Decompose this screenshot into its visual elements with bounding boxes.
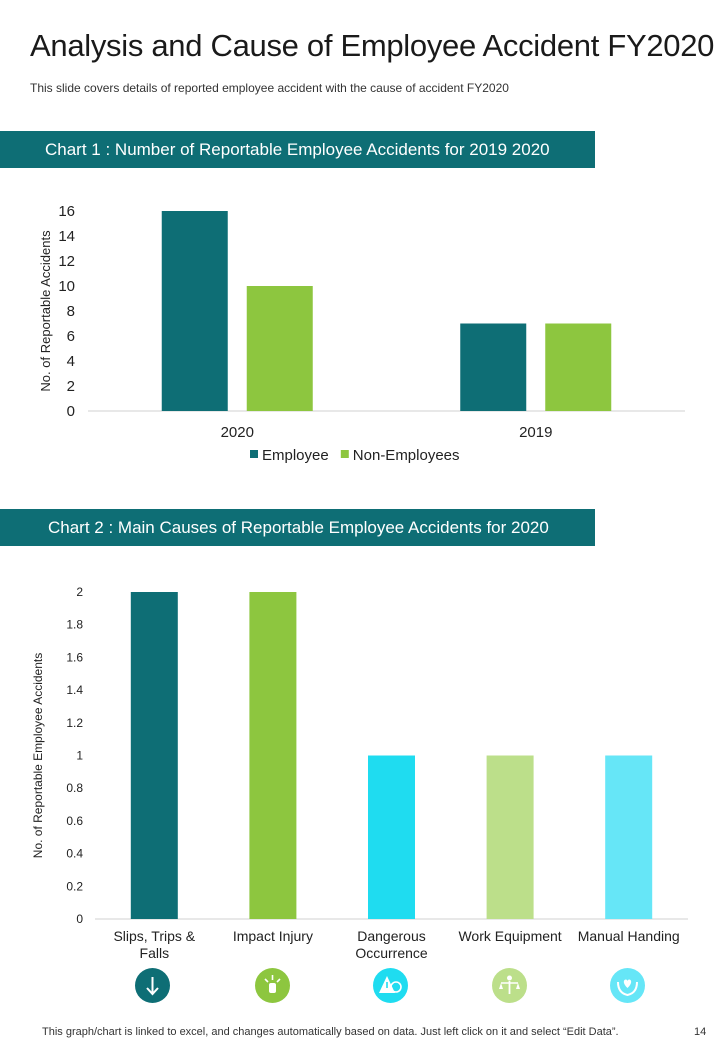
chart2: 0 0.2 0.4 0.6 0.8 1 1.2 1.4 1.6 1.8 2 No. of Report… xyxy=(31,585,688,961)
page-subtitle: This slide covers details of reported em… xyxy=(30,81,509,95)
y-tick-label: 1.6 xyxy=(66,650,83,664)
bar-employee-2019 xyxy=(460,323,527,411)
y-tick-label: 6 xyxy=(67,328,75,345)
x-tick-label: Impact Injury xyxy=(233,928,313,944)
hand-sparkle-icon xyxy=(255,968,290,1003)
y-tick-label: 2 xyxy=(76,585,83,599)
chart1: 0 2 4 6 8 10 12 14 16 No. of Reportable Accidents… xyxy=(38,203,685,464)
y-tick-label: 0.4 xyxy=(66,847,83,861)
y-tick-label: 1 xyxy=(76,749,83,763)
bar-impact-injury xyxy=(249,592,297,919)
footer-note: This graph/chart is linked to excel, and… xyxy=(42,1026,619,1038)
arrow-down-icon xyxy=(135,968,170,1003)
page-title: Analysis and Cause of Employee Accident … xyxy=(30,28,715,63)
y-tick-label: 12 xyxy=(58,253,75,270)
y-tick-label: 14 xyxy=(58,228,75,245)
bar-manual-handing xyxy=(605,755,653,919)
y-tick-label: 0.8 xyxy=(66,781,83,795)
y-tick-label: 2 xyxy=(67,378,75,395)
y-tick-label: 16 xyxy=(58,203,75,220)
y-axis-label: No. of Reportable Accidents xyxy=(38,230,53,392)
x-tick-label: Manual Handing xyxy=(578,928,680,944)
y-axis-label: No. of Reportable Employee Accidents xyxy=(31,653,45,858)
bar-dangerous-occurrence xyxy=(368,755,415,919)
x-tick-label: Dangerous xyxy=(357,928,426,944)
page-number: 14 xyxy=(694,1026,707,1038)
x-tick-label: Occurrence xyxy=(355,945,428,961)
x-tick-label: Slips, Trips & xyxy=(113,928,195,944)
chart2-banner: Chart 2 : Main Causes of Reportable Empl… xyxy=(0,509,595,546)
bar-non-employees-2020 xyxy=(246,286,313,411)
y-tick-label: 1.8 xyxy=(66,618,83,632)
y-tick-label: 0.6 xyxy=(66,814,83,828)
y-tick-label: 1.2 xyxy=(66,716,83,730)
warning-shield-icon xyxy=(373,968,408,1003)
x-tick-label: Falls xyxy=(140,945,170,961)
scales-person-icon xyxy=(492,968,527,1003)
bar-work-equipment xyxy=(486,755,534,919)
chart1-banner: Chart 1 : Number of Reportable Employee … xyxy=(0,131,595,168)
y-tick-label: 8 xyxy=(67,303,75,320)
bar-non-employees-2019 xyxy=(545,323,612,411)
y-tick-label: 4 xyxy=(67,353,75,370)
bar-slips-trips-falls xyxy=(130,592,178,919)
x-tick-label: 2019 xyxy=(519,424,552,441)
y-tick-label: 0 xyxy=(76,912,83,926)
x-tick-label: 2020 xyxy=(221,424,254,441)
legend-swatch xyxy=(340,450,349,458)
hands-care-icon xyxy=(610,968,645,1003)
legend-label: Employee xyxy=(262,447,329,464)
x-tick-label: Work Equipment xyxy=(458,928,561,944)
y-tick-label: 1.4 xyxy=(66,683,83,697)
bar-employee-2020 xyxy=(161,211,228,411)
y-tick-label: 0 xyxy=(67,403,75,420)
y-tick-label: 0.2 xyxy=(66,879,83,893)
y-tick-label: 10 xyxy=(58,278,75,295)
legend-label: Non-Employees xyxy=(353,447,460,464)
legend-swatch xyxy=(250,450,258,458)
